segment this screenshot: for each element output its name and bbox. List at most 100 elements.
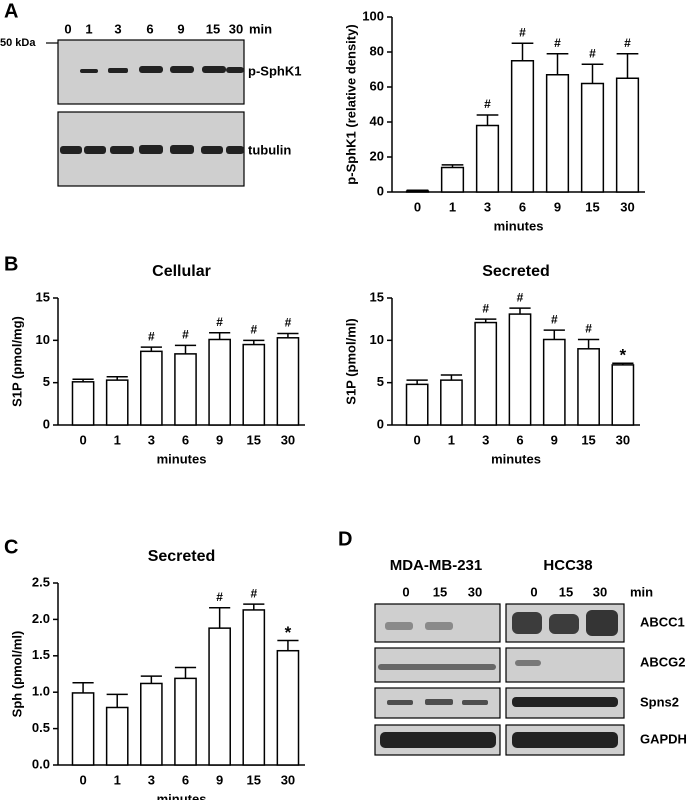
x-tick-label: 30	[616, 432, 630, 447]
blot-row-label: Spns2	[640, 694, 679, 709]
blot-a: 0 1 3 6 9 15 30 min 50 kDa p-SphK1 tubul…	[0, 21, 301, 187]
significance-label: #	[482, 301, 489, 315]
panel-label: A	[4, 0, 18, 22]
y-tick-label: 15	[36, 289, 50, 304]
significance-label: #	[517, 290, 524, 304]
bar	[140, 682, 163, 766]
bar	[611, 364, 635, 426]
x-tick-label: 30	[281, 432, 295, 447]
y-tick-label: 15	[370, 289, 384, 304]
bar	[276, 649, 300, 766]
bar	[208, 627, 231, 766]
panel-label: C	[4, 536, 18, 558]
y-tick-label: 0.5	[32, 720, 50, 735]
significance-label: #	[250, 323, 257, 337]
significance-label: #	[585, 322, 592, 336]
y-tick-label: 0	[377, 183, 384, 198]
x-tick-label: 30	[281, 772, 295, 787]
blot-row-label: ABCC1	[640, 614, 685, 629]
bar	[580, 82, 605, 193]
significance-label: #	[484, 97, 491, 111]
blot-row-label: tubulin	[248, 142, 291, 157]
y-axis-label: Sph (pmol/ml)	[9, 631, 24, 718]
lane-label: 15	[559, 584, 573, 599]
x-tick-label: 1	[114, 772, 121, 787]
significance-label: #	[589, 46, 596, 60]
lane-label: 30	[468, 584, 482, 599]
significance-label: #	[624, 36, 631, 50]
lane-label: 1	[85, 21, 92, 36]
bar	[405, 383, 429, 426]
x-axis-label: minutes	[494, 218, 544, 233]
bar	[440, 379, 463, 426]
y-axis-label: S1P (pmol/mg)	[9, 316, 24, 407]
significance-label: #	[554, 36, 561, 50]
bar	[440, 166, 465, 193]
lane-label: 0	[64, 21, 71, 36]
bar	[174, 353, 197, 426]
bar	[276, 337, 300, 426]
y-tick-label: 100	[362, 8, 384, 23]
y-tick-label: 0.0	[32, 756, 50, 771]
x-tick-label: 9	[216, 772, 223, 787]
blot-row-label: GAPDH	[640, 731, 687, 746]
x-tick-label: 9	[554, 199, 561, 214]
bar	[71, 381, 95, 426]
significance-label: #	[216, 315, 223, 329]
unit-label: min	[249, 21, 272, 36]
y-tick-label: 5	[377, 374, 384, 389]
x-axis-label: minutes	[491, 451, 541, 466]
bar	[577, 348, 600, 426]
x-tick-label: 15	[247, 772, 261, 787]
x-tick-label: 3	[148, 432, 155, 447]
y-tick-label: 0	[43, 416, 50, 431]
x-tick-label: 0	[414, 432, 421, 447]
y-tick-label: 80	[370, 43, 384, 58]
y-tick-label: 0	[377, 416, 384, 431]
x-tick-label: 15	[581, 432, 595, 447]
x-tick-label: 3	[484, 199, 491, 214]
x-tick-label: 1	[114, 432, 121, 447]
y-tick-label: 20	[370, 148, 384, 163]
significance-label: #	[551, 312, 558, 326]
x-tick-label: 1	[449, 199, 456, 214]
x-tick-label: 3	[482, 432, 489, 447]
significance-label: #	[285, 316, 292, 330]
y-tick-label: 1.5	[32, 647, 50, 662]
x-tick-label: 6	[519, 199, 526, 214]
y-axis-label: S1P (pmol/ml)	[343, 318, 358, 404]
x-tick-label: 6	[182, 772, 189, 787]
significance-label: *	[285, 623, 292, 642]
x-tick-label: 6	[516, 432, 523, 447]
y-tick-label: 60	[370, 78, 384, 93]
x-axis-label: minutes	[157, 451, 207, 466]
lane-label: 9	[177, 21, 184, 36]
x-tick-label: 15	[585, 199, 599, 214]
bar	[542, 338, 566, 426]
bar	[105, 706, 129, 766]
bar	[510, 60, 535, 193]
group-label: MDA-MB-231	[390, 557, 483, 574]
y-axis-label: p-SphK1 (relative density)	[343, 24, 358, 184]
chart-title: Secreted	[482, 263, 550, 280]
panel-label: D	[338, 528, 352, 550]
x-tick-label: 15	[247, 432, 261, 447]
lane-label: 0	[530, 584, 537, 599]
lane-label: 30	[593, 584, 607, 599]
significance-label: #	[216, 590, 223, 604]
lane-label: 6	[146, 21, 153, 36]
marker-label: 50 kDa	[0, 37, 36, 49]
bar	[508, 313, 532, 426]
chart-title: Cellular	[152, 263, 211, 280]
significance-label: #	[250, 586, 257, 600]
blot-d: MDA-MB-231 HCC38 0 15 30 0 15 30 min ABC…	[374, 557, 687, 756]
lane-label: 0	[402, 584, 409, 599]
y-tick-label: 10	[370, 332, 384, 347]
bar	[405, 190, 430, 193]
y-tick-label: 10	[36, 332, 50, 347]
x-tick-label: 0	[79, 772, 86, 787]
bar	[140, 350, 163, 426]
significance-label: #	[182, 328, 189, 342]
chart-title: Secreted	[148, 548, 216, 565]
